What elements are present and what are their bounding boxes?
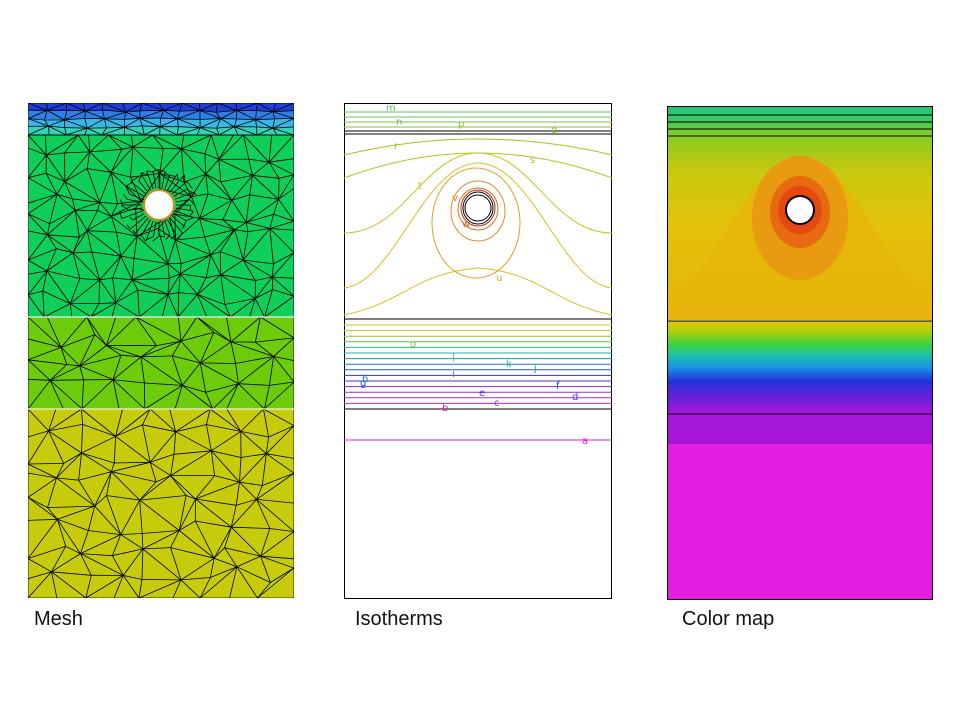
isotherm-label-o: o bbox=[410, 339, 416, 350]
mesh-layers bbox=[28, 103, 294, 598]
isotherm-label-i: i bbox=[452, 369, 455, 380]
isotherm-label-h: h bbox=[362, 374, 368, 385]
isotherm-label-t: t bbox=[418, 181, 422, 192]
colormap-pipe-hole bbox=[785, 195, 815, 225]
isotherm-label-p: p bbox=[458, 119, 464, 130]
isotherm-label-d: d bbox=[572, 392, 578, 403]
isotherm-label-k: k bbox=[506, 359, 512, 370]
isotherm-label-a: a bbox=[582, 436, 588, 447]
isotherm-label-f: f bbox=[556, 381, 560, 392]
colormap-panel bbox=[667, 106, 933, 600]
isotherm-label-b: b bbox=[442, 403, 448, 414]
isotherm-label-s: s bbox=[530, 155, 535, 166]
isotherms-panel: a b c d e f gh i j k l mn o p q r s t u v w bbox=[344, 103, 612, 599]
isotherm-label-l: l bbox=[452, 353, 455, 364]
isotherm-label-w: w bbox=[462, 219, 470, 230]
isotherm-label-g: g bbox=[360, 378, 366, 389]
mesh-grid bbox=[28, 103, 294, 598]
isotherm-label-n: n bbox=[396, 117, 402, 128]
isotherm-label-e: e bbox=[479, 388, 485, 399]
isotherm-label-r: r bbox=[394, 141, 399, 152]
isotherms-caption: Isotherms bbox=[355, 608, 443, 630]
mesh-caption: Mesh bbox=[34, 608, 83, 630]
isotherm-label-q: q bbox=[551, 125, 557, 136]
colormap-caption: Color map bbox=[682, 608, 775, 630]
isotherm-label-m: m bbox=[386, 103, 396, 114]
isotherm-label-v: v bbox=[452, 193, 458, 204]
isotherm-labels: a b c d e f gh i j k l mn o p q r s t u v w bbox=[360, 103, 588, 447]
isotherm-label-c: c bbox=[494, 398, 500, 409]
mesh-panel bbox=[28, 103, 294, 598]
isotherm-label-u: u bbox=[496, 273, 502, 284]
mesh-pipe-hole bbox=[143, 189, 175, 221]
isotherm-top-bands bbox=[344, 111, 612, 135]
isotherm-label-j: j bbox=[533, 363, 537, 374]
isotherm-lower-bands bbox=[344, 324, 612, 404]
isotherm-curves bbox=[344, 138, 612, 316]
